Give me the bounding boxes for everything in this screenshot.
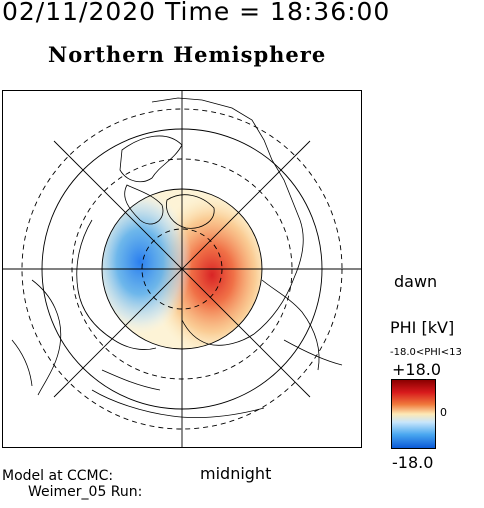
timestamp-title: 02/11/2020 Time = 18:36:00 bbox=[2, 0, 391, 26]
dawn-label: dawn bbox=[394, 272, 438, 291]
model-label: Model at CCMC: bbox=[2, 468, 114, 484]
meridian-lines bbox=[2, 90, 362, 448]
midnight-label: midnight bbox=[200, 464, 272, 483]
colorbar-mid-label: 0 bbox=[440, 406, 447, 419]
colorbar-range: -18.0<PHI<13 bbox=[390, 347, 462, 358]
coastlines bbox=[11, 97, 343, 418]
dusk-cell-negative bbox=[102, 190, 192, 334]
colorbar-max-label: +18.0 bbox=[392, 360, 442, 379]
hemisphere-title: Northern Hemisphere bbox=[48, 42, 327, 67]
colorbar-title: PHI [kV] bbox=[390, 318, 455, 337]
run-label: Weimer_05 Run: bbox=[28, 484, 143, 500]
colorbar-min-label: -18.0 bbox=[392, 453, 434, 472]
polar-potential-map bbox=[2, 90, 362, 448]
colorbar bbox=[391, 379, 436, 449]
